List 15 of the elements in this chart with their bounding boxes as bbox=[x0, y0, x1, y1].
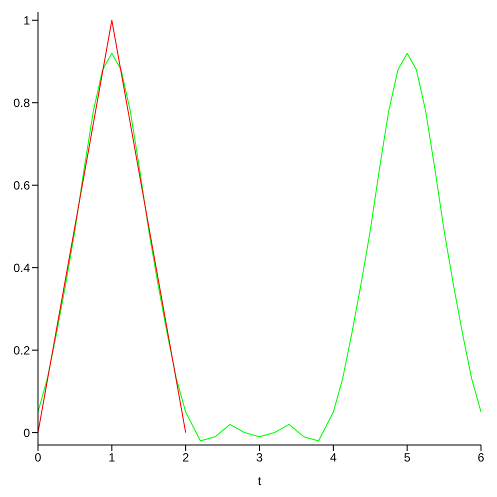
x-tick-label: 6 bbox=[478, 450, 485, 465]
x-tick-label: 3 bbox=[256, 450, 264, 465]
x-axis-title: t bbox=[258, 474, 262, 488]
y-tick-label: 0.8 bbox=[13, 96, 30, 110]
y-tick-label: 0.6 bbox=[13, 178, 30, 192]
y-tick-label: 1 bbox=[23, 14, 30, 28]
x-tick-label: 2 bbox=[182, 450, 190, 465]
x-tick-label: 1 bbox=[108, 450, 116, 465]
y-tick-label: 0 bbox=[23, 426, 30, 440]
x-tick-label: 4 bbox=[330, 450, 337, 465]
line-series bbox=[38, 52, 481, 442]
x-tick-label: 0 bbox=[34, 450, 42, 465]
y-tick-label: 0.4 bbox=[13, 260, 30, 275]
x-tick-label: 5 bbox=[404, 450, 411, 465]
y-tick-label: 0.2 bbox=[13, 343, 30, 358]
